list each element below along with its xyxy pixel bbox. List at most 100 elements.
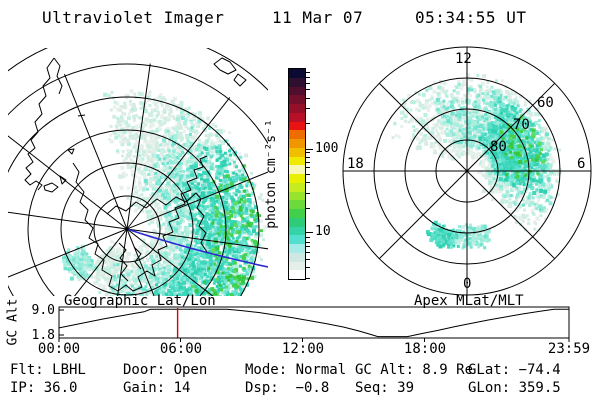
- colorbar-band: [289, 139, 305, 148]
- colorbar-band: [289, 270, 305, 279]
- gc-xtick-0600: 06:00: [159, 341, 203, 357]
- colorbar-band: [289, 104, 305, 113]
- coast-south-america: [24, 57, 55, 191]
- colorbar-tick: [306, 82, 310, 84]
- colorbar-band: [289, 69, 305, 78]
- colorbar-band: [289, 121, 305, 131]
- colorbar-tick: [306, 207, 310, 209]
- geographic-map-panel: [8, 48, 268, 296]
- colorbar-tick: [306, 156, 310, 158]
- colorbar-band: [289, 112, 305, 122]
- mlt-18-label: 18: [347, 156, 364, 172]
- colorbar-tick: [306, 152, 310, 154]
- colorbar-band: [289, 182, 305, 192]
- colorbar-tick: [306, 174, 310, 176]
- colorbar-band: [289, 191, 305, 201]
- colorbar-tick-label: 10: [315, 224, 331, 240]
- gc-alt-plot: [58, 306, 570, 342]
- mlt-12-label: 12: [455, 51, 472, 67]
- colorbar-tick: [306, 108, 310, 110]
- mlat-mlt-grid: [342, 46, 592, 296]
- coast-island-nz-south: [233, 73, 247, 87]
- gc-ytick-9: 9.0: [31, 303, 55, 318]
- colorbar-tick: [306, 148, 313, 150]
- colorbar: [288, 68, 306, 280]
- aurora-emission-right: [391, 72, 562, 250]
- coast-antarctica-east: [117, 155, 208, 292]
- coast-island-small: [67, 148, 75, 155]
- colorbar-axis-label: photon cm⁻²s⁻¹: [264, 119, 279, 229]
- aurora-emission-left: [62, 89, 267, 296]
- status-mode: Mode: Normal: [245, 362, 347, 378]
- status-dsp: Dsp: −0.8: [245, 380, 330, 396]
- gc-xtick-2359: 23:59: [547, 341, 591, 357]
- gc-alt-axis-label: GC Alt: [5, 298, 21, 346]
- colorbar-band: [289, 165, 305, 174]
- coast-island-nz-north: [213, 57, 237, 75]
- colorbar-band: [289, 226, 305, 236]
- gc-plot-frame: [58, 306, 570, 339]
- coast-ross-a: [118, 242, 129, 282]
- status-gain: Gain: 14: [123, 380, 191, 396]
- colorbar-tick: [306, 267, 310, 269]
- colorbar-tick: [306, 71, 310, 73]
- status-ip: IP: 36.0: [10, 380, 78, 396]
- coast-south-america-east: [53, 57, 63, 95]
- coast-ross-b: [133, 246, 142, 270]
- gc-alt-curve: [58, 308, 569, 338]
- instrument-title: Ultraviolet Imager: [42, 8, 225, 27]
- colorbar-band: [289, 261, 305, 271]
- colorbar-tick: [306, 161, 310, 163]
- colorbar-band: [289, 86, 305, 96]
- colorbar-band: [289, 217, 305, 227]
- colorbar-band: [289, 244, 305, 253]
- gc-ytick-1_8: 1.8: [31, 328, 55, 343]
- status-gcalt: GC Alt: 8.9 Re: [355, 362, 474, 378]
- gc-xtick-1200: 12:00: [281, 341, 325, 357]
- coast-dash: [77, 114, 86, 117]
- colorbar-tick: [306, 192, 310, 194]
- colorbar-tick: [306, 241, 310, 243]
- polar-labels: 12 18 6 0 60 70 80: [347, 51, 585, 292]
- coast-tierra-del-fuego: [43, 182, 59, 193]
- status-glon: GLon: 359.5: [468, 380, 561, 396]
- gc-xtick-1800: 18:00: [403, 341, 447, 357]
- colorbar-band: [289, 77, 305, 87]
- colorbar-tick-label: 100: [315, 140, 339, 156]
- gc-axis-ticks: [58, 309, 570, 342]
- coast-antarctica-inner: [106, 192, 208, 253]
- status-flt: Flt: LBHL: [10, 362, 86, 378]
- colorbar-tick: [306, 76, 310, 78]
- colorbar-band: [289, 156, 305, 166]
- colorbar-band: [289, 252, 305, 262]
- mlat-60-label: 60: [537, 95, 554, 111]
- right-panel-title: Apex MLat/MLT: [414, 293, 524, 309]
- pole-marker: [125, 227, 129, 231]
- colorbar-band: [289, 235, 305, 244]
- apex-polar-panel: 12 18 6 0 60 70 80: [342, 46, 592, 296]
- status-door: Door: Open: [123, 362, 208, 378]
- status-glat: GLat: −74.4: [468, 362, 561, 378]
- date-label: 11 Mar 07: [272, 8, 364, 27]
- colorbar-tick: [306, 123, 310, 125]
- mlt-6-label: 6: [577, 156, 585, 172]
- time-ut-label: 05:34:55 UT: [415, 8, 527, 27]
- colorbar-tick: [306, 277, 310, 279]
- coast-antarctica-west: [72, 162, 119, 292]
- colorbar-tick: [306, 167, 310, 169]
- colorbar-band: [289, 147, 305, 157]
- colorbar-tick: [306, 182, 310, 184]
- colorbar-tick: [306, 252, 310, 254]
- colorbar-tick: [306, 232, 313, 234]
- mlat-70-label: 70: [513, 117, 530, 133]
- colorbar-band: [289, 95, 305, 104]
- coastlines: [24, 57, 247, 292]
- colorbar-tick: [306, 258, 310, 260]
- colorbar-tick: [306, 246, 310, 248]
- gc-xtick-0000: 00:00: [37, 341, 81, 357]
- coast-island: [59, 175, 67, 185]
- colorbar-band: [289, 174, 305, 183]
- mlt-0-label: 0: [463, 276, 471, 292]
- mlat-80-label: 80: [490, 139, 507, 155]
